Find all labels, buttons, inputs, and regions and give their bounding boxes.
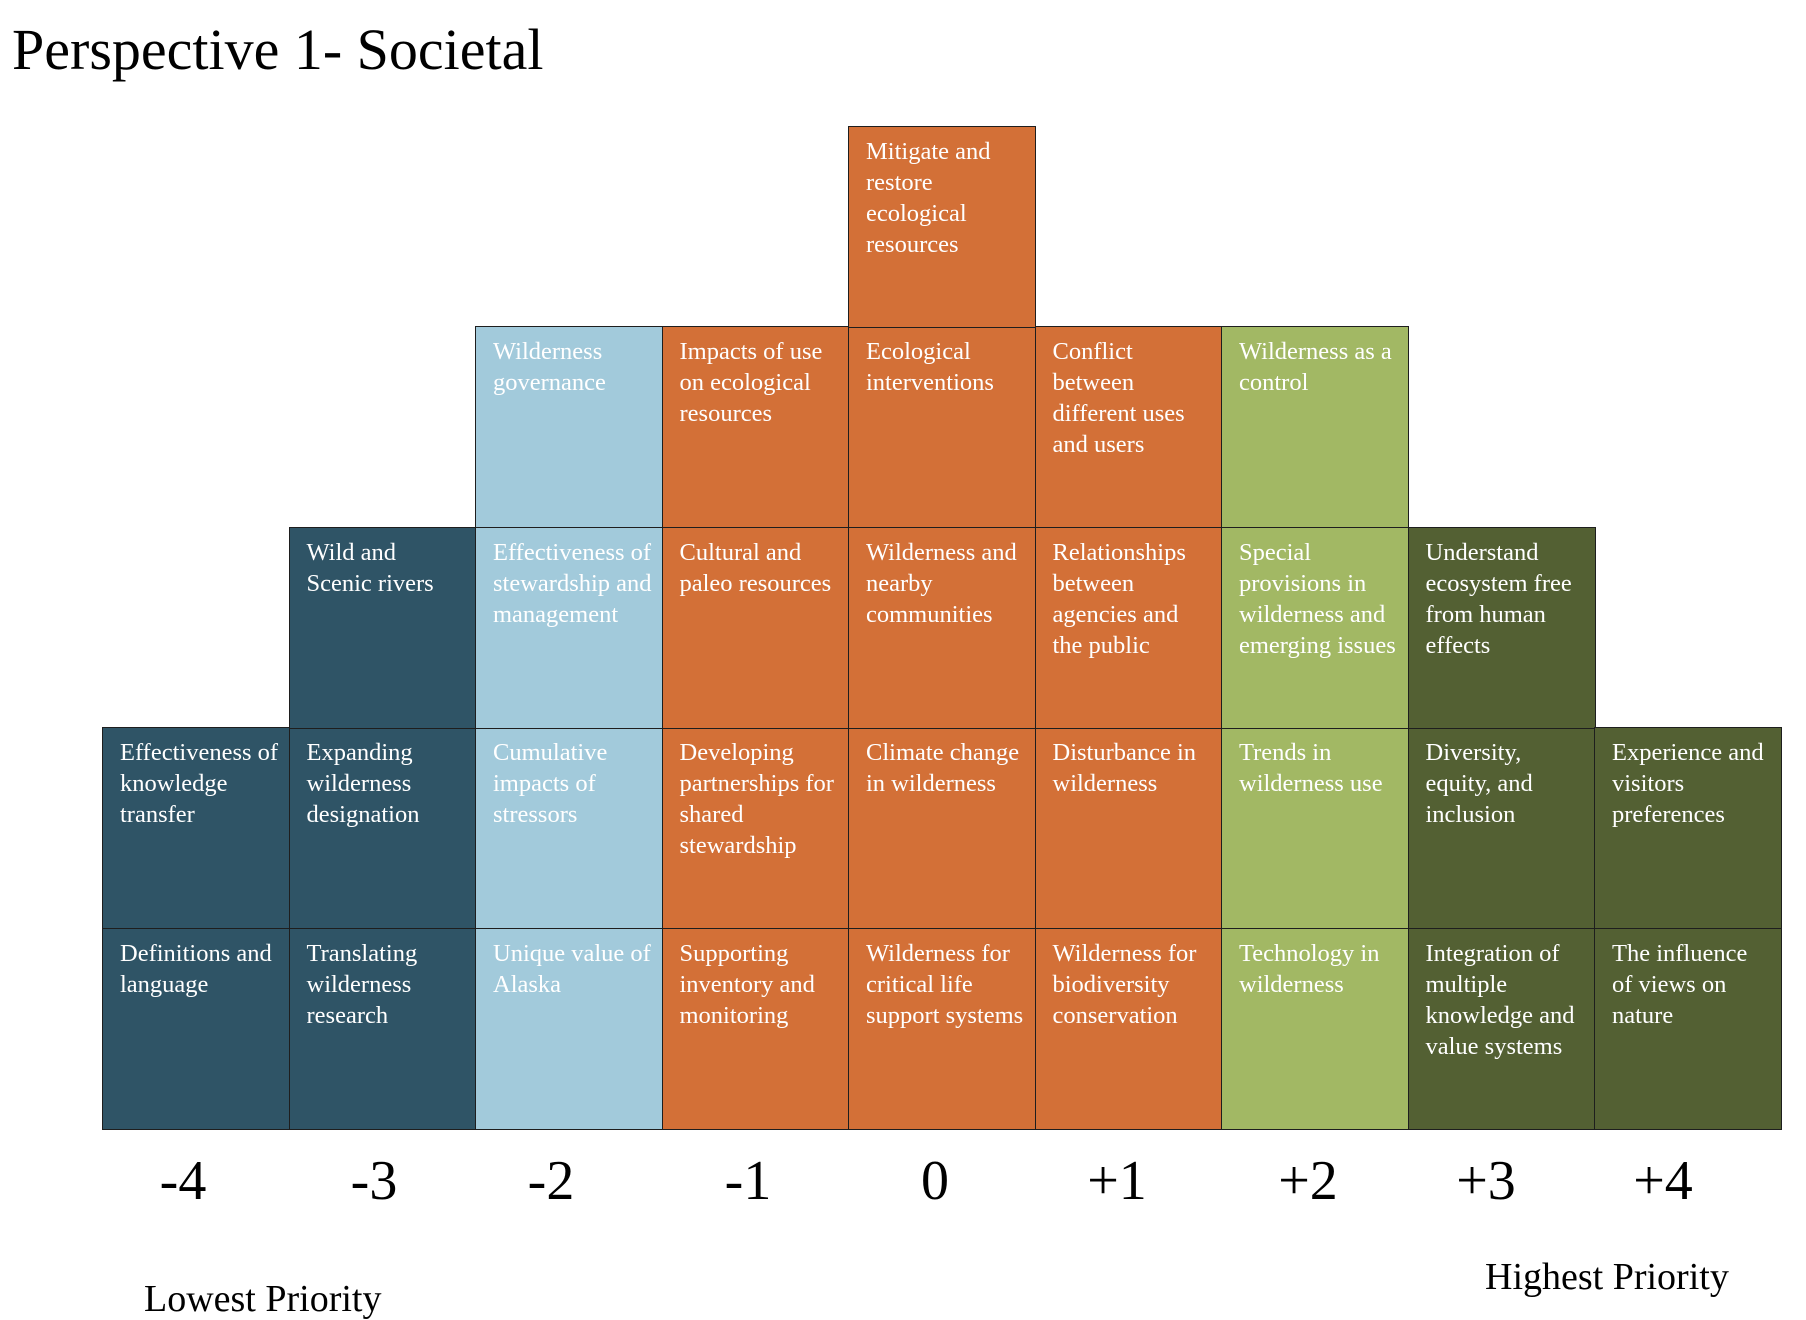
statement-card: Effectiveness of stewardship and managem… bbox=[475, 526, 663, 729]
statement-card: Ecological interventions bbox=[848, 326, 1036, 528]
statement-card: Wilderness for biodiversity conservation bbox=[1034, 927, 1223, 1130]
score-label: -2 bbox=[527, 1150, 575, 1212]
statement-card: Wilderness governance bbox=[475, 326, 663, 528]
statement-card: Cumulative impacts of stressors bbox=[475, 727, 663, 929]
statement-card: Diversity, equity, and inclusion bbox=[1407, 727, 1596, 929]
statement-card: Trends in wilderness use bbox=[1221, 727, 1409, 929]
highest-priority-label: Highest Priority bbox=[1485, 1256, 1729, 1298]
statement-card: Experience and visitors preferences bbox=[1594, 727, 1782, 929]
statement-card: The influence of views on nature bbox=[1594, 927, 1782, 1130]
statement-card: Effectiveness of knowledge transfer bbox=[102, 727, 290, 929]
statement-card: Technology in wilderness bbox=[1221, 927, 1409, 1130]
statement-card: Disturbance in wilderness bbox=[1034, 727, 1223, 929]
statement-card: Integration of multiple knowledge and va… bbox=[1407, 927, 1596, 1130]
score-label: 0 bbox=[921, 1150, 949, 1212]
statement-card: Supporting inventory and monitoring bbox=[661, 927, 850, 1130]
statement-card: Unique value of Alaska bbox=[475, 927, 663, 1130]
statement-card: Developing partnerships for shared stewa… bbox=[661, 727, 850, 929]
statement-card: Expanding wilderness designation bbox=[288, 727, 477, 929]
statement-card: Impacts of use on ecological resources bbox=[661, 326, 850, 528]
statement-card: Translating wilderness research bbox=[288, 927, 477, 1130]
statement-card: Relationships between agencies and the p… bbox=[1034, 526, 1223, 729]
score-label: -1 bbox=[724, 1150, 772, 1212]
statement-card: Cultural and paleo resources bbox=[661, 526, 850, 729]
lowest-priority-label: Lowest Priority bbox=[144, 1278, 382, 1320]
score-label: +2 bbox=[1278, 1150, 1338, 1212]
statement-card: Wild and Scenic rivers bbox=[288, 526, 477, 729]
score-label: +3 bbox=[1456, 1150, 1516, 1212]
statement-card: Understand ecosystem free from human eff… bbox=[1407, 526, 1596, 729]
statement-card: Special provisions in wilderness and eme… bbox=[1221, 526, 1409, 729]
statement-card: Mitigate and restore ecological resource… bbox=[848, 125, 1036, 328]
statement-card: Definitions and language bbox=[102, 927, 290, 1130]
score-label: +1 bbox=[1087, 1150, 1147, 1212]
statement-card: Wilderness as a control bbox=[1221, 326, 1409, 528]
statement-card: Wilderness and nearby communities bbox=[848, 526, 1036, 729]
statement-card: Climate change in wilderness bbox=[848, 727, 1036, 929]
score-label: -4 bbox=[159, 1150, 207, 1212]
page-title: Perspective 1- Societal bbox=[12, 17, 544, 82]
score-label: +4 bbox=[1633, 1150, 1693, 1212]
statement-card: Wilderness for critical life support sys… bbox=[848, 927, 1036, 1130]
score-label: -3 bbox=[350, 1150, 398, 1212]
statement-card: Conflict between different uses and user… bbox=[1034, 326, 1223, 528]
